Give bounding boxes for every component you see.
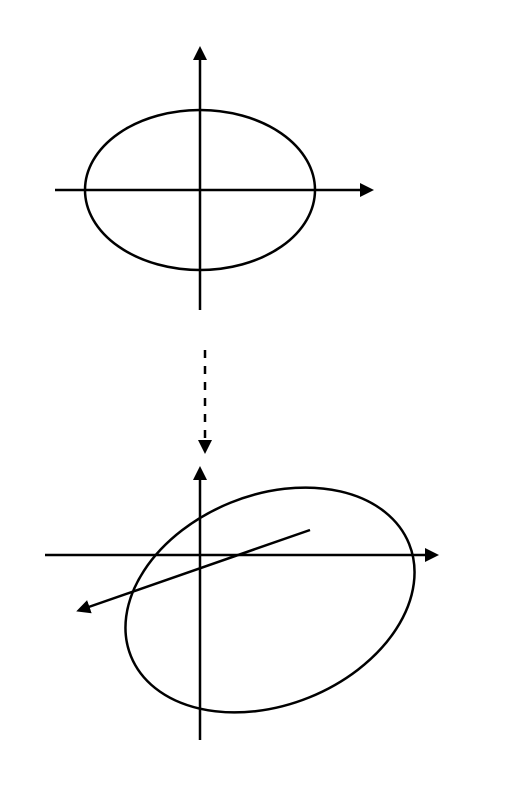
bottom-diagonal-axis	[80, 530, 310, 610]
transformation-diagram	[0, 0, 516, 789]
bottom-ellipse	[92, 446, 449, 753]
